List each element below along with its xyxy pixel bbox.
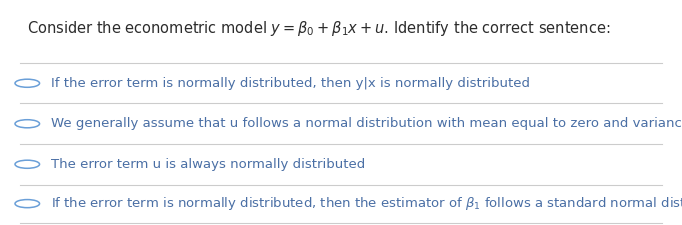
Text: We generally assume that u follows a normal distribution with mean equal to zero: We generally assume that u follows a nor… bbox=[51, 117, 682, 130]
Text: If the error term is normally distributed, then y|x is normally distributed: If the error term is normally distribute… bbox=[51, 77, 530, 90]
Text: Consider the econometric model $y = \beta_0 + \beta_1 x + u$. Identify the corre: Consider the econometric model $y = \bet… bbox=[27, 19, 611, 38]
Text: The error term u is always normally distributed: The error term u is always normally dist… bbox=[51, 158, 366, 171]
Text: If the error term is normally distributed, then the estimator of $\beta_1$ follo: If the error term is normally distribute… bbox=[51, 195, 682, 212]
